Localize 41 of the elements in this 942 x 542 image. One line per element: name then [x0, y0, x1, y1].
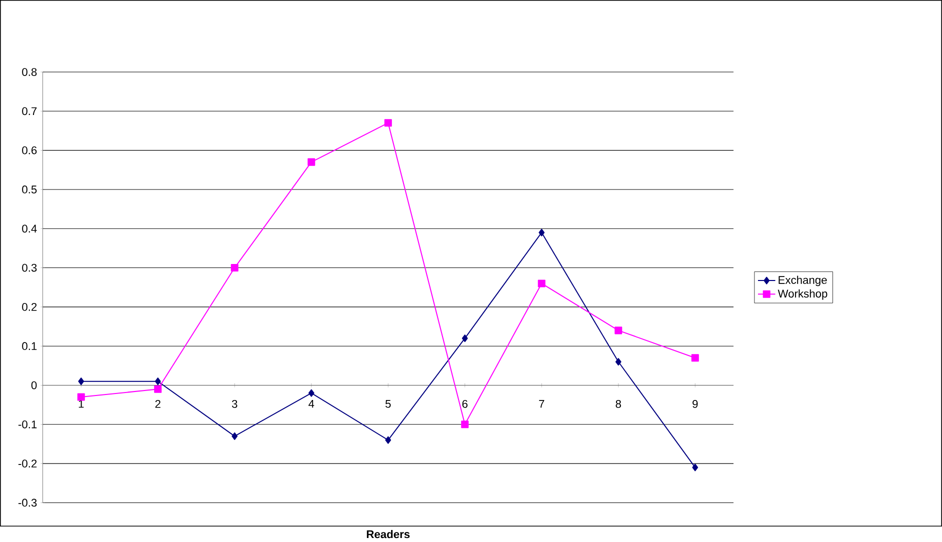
point	[461, 420, 469, 428]
point	[385, 436, 392, 444]
x-tick-label: 9	[692, 400, 698, 408]
legend-label: Workshop	[778, 290, 828, 300]
point	[614, 326, 622, 334]
point	[308, 158, 316, 166]
x-tick-label: 5	[385, 400, 391, 408]
y-tick-label: -0.2	[18, 460, 37, 468]
y-tick-label: -0.1	[18, 420, 37, 429]
point	[232, 432, 238, 440]
point	[691, 354, 699, 362]
y-tick-label: -0.3	[18, 499, 37, 507]
x-axis-title: Readers	[366, 530, 410, 538]
x-tick-label: 4	[308, 400, 314, 408]
y-tick-label: 0.3	[22, 264, 37, 272]
point	[615, 358, 622, 366]
y-tick-label: 0.6	[22, 146, 37, 154]
y-tick-label: 0.8	[22, 68, 37, 76]
y-tick-label: 0.7	[22, 107, 37, 116]
y-tick-label: 0.2	[22, 303, 37, 312]
x-tick-label: 7	[539, 400, 544, 408]
point	[462, 334, 468, 342]
point	[308, 390, 314, 398]
x-tick-label: 6	[462, 400, 468, 408]
point	[538, 280, 546, 288]
point	[538, 229, 545, 237]
point	[384, 119, 392, 127]
y-tick-label: 0.5	[22, 186, 37, 194]
legend-label: Exchange	[778, 276, 827, 286]
y-tick-label: 0.1	[22, 342, 37, 350]
point	[692, 464, 698, 472]
y-tick-label: 0.4	[22, 224, 37, 233]
point	[77, 393, 85, 401]
x-tick-label: 3	[232, 400, 238, 408]
point	[78, 378, 84, 386]
x-tick-label: 8	[616, 400, 621, 408]
point	[154, 378, 161, 386]
point	[230, 264, 238, 272]
y-tick-label: 0	[31, 382, 37, 390]
x-tick-label: 2	[155, 400, 160, 408]
point	[154, 386, 162, 394]
